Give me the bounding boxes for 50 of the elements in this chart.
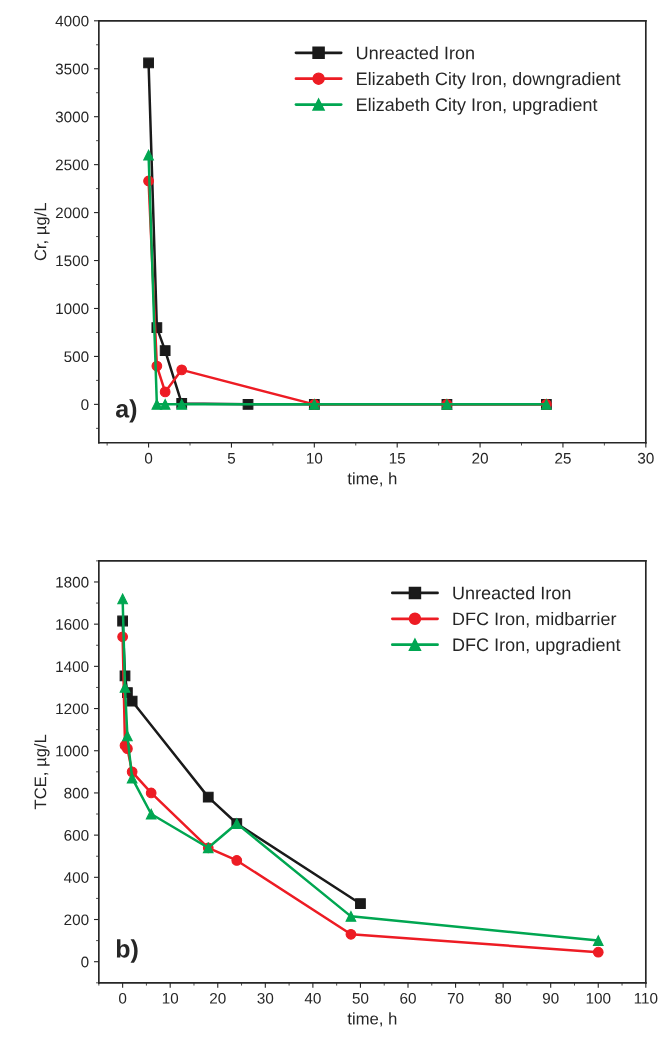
x-tick-label: 50 xyxy=(352,992,369,1004)
x-tick-label: 20 xyxy=(472,452,488,464)
y-tick-label: 500 xyxy=(64,351,89,363)
legend-label: DFC Iron, upgradient xyxy=(453,637,621,655)
x-tick-label: 90 xyxy=(542,992,559,1004)
y-tick-label: 4000 xyxy=(55,15,89,27)
annotation: b) xyxy=(116,939,138,963)
y-tick-label: 3000 xyxy=(55,111,89,123)
x-tick-label: 5 xyxy=(227,453,236,464)
y-tick-label: 1600 xyxy=(56,619,89,630)
annotation: a) xyxy=(115,399,137,423)
x-tick-label: 10 xyxy=(162,992,179,1004)
y-tick-label: 0 xyxy=(81,399,89,411)
x-tick-label: 25 xyxy=(555,452,571,464)
y-tick-label: 2500 xyxy=(55,159,89,171)
x-tick-label: 30 xyxy=(637,452,654,464)
x-tick-label: 10 xyxy=(306,452,323,464)
legend-label: Unreacted Iron xyxy=(453,586,571,600)
x-axis-title: time, h xyxy=(347,472,397,487)
x-tick-label: 20 xyxy=(210,992,226,1004)
x-tick-label: 0 xyxy=(118,992,127,1004)
x-tick-label: 60 xyxy=(400,992,416,1004)
x-tick-label: 110 xyxy=(634,992,658,1004)
y-tick-label: 2000 xyxy=(55,207,89,219)
y-tick-label: 200 xyxy=(64,914,89,926)
legend-label: DFC Iron, midbarrier xyxy=(453,612,617,628)
y-tick-label: 1400 xyxy=(56,661,89,673)
x-tick-label: 40 xyxy=(304,992,321,1004)
y-tick-label: 1800 xyxy=(56,576,89,588)
y-axis-title: TCE, µg/L xyxy=(34,734,50,810)
y-tick-label: 800 xyxy=(64,787,89,799)
y-tick-label: 1500 xyxy=(56,255,89,267)
x-tick-label: 15 xyxy=(389,453,406,464)
y-axis-title: Cr, µg/L xyxy=(34,202,50,261)
x-tick-label: 0 xyxy=(144,452,153,464)
y-tick-label: 600 xyxy=(64,829,89,841)
y-tick-label: 1200 xyxy=(56,703,89,715)
legend-label: Unreacted Iron xyxy=(356,46,474,60)
x-tick-label: 30 xyxy=(257,992,274,1004)
y-tick-label: 1000 xyxy=(56,745,89,757)
legend-label: Elizabeth City Iron, upgradient xyxy=(357,97,598,115)
legend-label: Elizabeth City Iron, downgradient xyxy=(357,71,621,89)
y-tick-label: 3500 xyxy=(55,63,89,75)
x-axis-title: time, h xyxy=(347,1012,397,1027)
x-tick-label: 80 xyxy=(495,992,512,1004)
x-tick-label: 70 xyxy=(447,992,464,1004)
y-tick-label: 0 xyxy=(81,956,89,968)
x-tick-label: 100 xyxy=(586,992,611,1004)
y-tick-label: 1000 xyxy=(56,303,89,315)
y-tick-label: 400 xyxy=(63,872,89,883)
